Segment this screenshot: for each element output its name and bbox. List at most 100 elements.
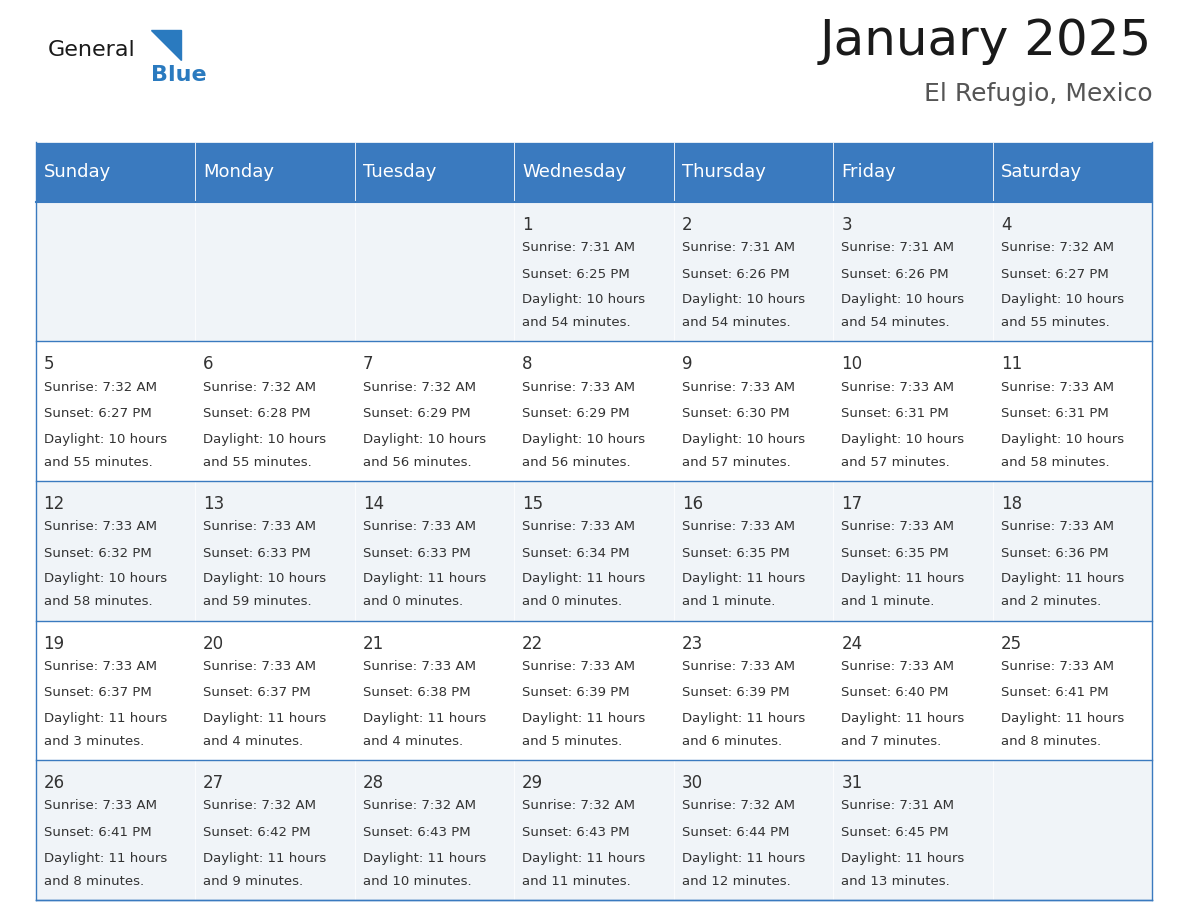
Text: Daylight: 11 hours: Daylight: 11 hours	[523, 852, 645, 865]
Text: Sunset: 6:32 PM: Sunset: 6:32 PM	[44, 546, 151, 560]
Text: 17: 17	[841, 495, 862, 513]
Text: Daylight: 11 hours: Daylight: 11 hours	[841, 852, 965, 865]
Text: and 11 minutes.: and 11 minutes.	[523, 875, 631, 888]
Bar	[993, 142, 1152, 202]
Bar	[195, 760, 355, 900]
Text: Sunrise: 7:33 AM: Sunrise: 7:33 AM	[682, 660, 795, 673]
Text: Sunset: 6:29 PM: Sunset: 6:29 PM	[523, 407, 630, 420]
Bar	[514, 621, 674, 760]
Text: Sunset: 6:27 PM: Sunset: 6:27 PM	[1000, 267, 1108, 281]
Text: and 56 minutes.: and 56 minutes.	[362, 456, 472, 469]
Text: Sunrise: 7:33 AM: Sunrise: 7:33 AM	[841, 660, 954, 673]
Text: Sunrise: 7:33 AM: Sunrise: 7:33 AM	[1000, 381, 1114, 394]
Text: Sunset: 6:30 PM: Sunset: 6:30 PM	[682, 407, 789, 420]
Text: and 54 minutes.: and 54 minutes.	[682, 317, 790, 330]
Text: and 13 minutes.: and 13 minutes.	[841, 875, 950, 888]
Text: Sunrise: 7:33 AM: Sunrise: 7:33 AM	[523, 660, 636, 673]
Text: and 4 minutes.: and 4 minutes.	[203, 735, 303, 748]
Text: 1: 1	[523, 216, 533, 234]
Text: Sunrise: 7:32 AM: Sunrise: 7:32 AM	[44, 381, 157, 394]
Text: Daylight: 10 hours: Daylight: 10 hours	[44, 433, 166, 446]
Text: Sunset: 6:26 PM: Sunset: 6:26 PM	[841, 267, 949, 281]
Text: Daylight: 10 hours: Daylight: 10 hours	[203, 433, 327, 446]
Text: and 4 minutes.: and 4 minutes.	[362, 735, 463, 748]
Bar	[36, 202, 195, 341]
Text: and 54 minutes.: and 54 minutes.	[841, 317, 950, 330]
Text: Sunset: 6:28 PM: Sunset: 6:28 PM	[203, 407, 311, 420]
Bar	[514, 481, 674, 621]
Text: Sunset: 6:45 PM: Sunset: 6:45 PM	[841, 825, 949, 839]
Text: Daylight: 10 hours: Daylight: 10 hours	[523, 433, 645, 446]
Text: and 9 minutes.: and 9 minutes.	[203, 875, 303, 888]
Text: Daylight: 10 hours: Daylight: 10 hours	[841, 294, 965, 307]
Text: Daylight: 11 hours: Daylight: 11 hours	[1000, 712, 1124, 725]
Text: Daylight: 10 hours: Daylight: 10 hours	[682, 433, 804, 446]
Text: and 54 minutes.: and 54 minutes.	[523, 317, 631, 330]
Bar	[36, 760, 195, 900]
Text: Daylight: 10 hours: Daylight: 10 hours	[203, 573, 327, 586]
Text: 29: 29	[523, 774, 543, 792]
Text: Sunset: 6:43 PM: Sunset: 6:43 PM	[362, 825, 470, 839]
Text: Daylight: 11 hours: Daylight: 11 hours	[523, 573, 645, 586]
Bar	[514, 760, 674, 900]
Text: January 2025: January 2025	[820, 17, 1152, 65]
Text: 30: 30	[682, 774, 703, 792]
Bar	[993, 341, 1152, 481]
Text: Sunset: 6:29 PM: Sunset: 6:29 PM	[362, 407, 470, 420]
Text: Sunrise: 7:33 AM: Sunrise: 7:33 AM	[44, 521, 157, 533]
Text: and 55 minutes.: and 55 minutes.	[203, 456, 312, 469]
Text: Sunrise: 7:32 AM: Sunrise: 7:32 AM	[362, 800, 475, 812]
Text: Sunset: 6:31 PM: Sunset: 6:31 PM	[1000, 407, 1108, 420]
Text: Sunset: 6:44 PM: Sunset: 6:44 PM	[682, 825, 789, 839]
Text: 26: 26	[44, 774, 64, 792]
Text: Sunrise: 7:33 AM: Sunrise: 7:33 AM	[1000, 660, 1114, 673]
Text: Daylight: 10 hours: Daylight: 10 hours	[841, 433, 965, 446]
Bar	[993, 481, 1152, 621]
Text: Sunset: 6:33 PM: Sunset: 6:33 PM	[203, 546, 311, 560]
Text: and 56 minutes.: and 56 minutes.	[523, 456, 631, 469]
Bar	[833, 760, 993, 900]
Text: Daylight: 11 hours: Daylight: 11 hours	[203, 712, 327, 725]
Text: 12: 12	[44, 495, 65, 513]
Text: Sunrise: 7:33 AM: Sunrise: 7:33 AM	[203, 660, 316, 673]
Text: Sunrise: 7:33 AM: Sunrise: 7:33 AM	[362, 660, 475, 673]
Text: and 10 minutes.: and 10 minutes.	[362, 875, 472, 888]
Text: 3: 3	[841, 216, 852, 234]
Text: Sunset: 6:35 PM: Sunset: 6:35 PM	[841, 546, 949, 560]
Text: 5: 5	[44, 355, 55, 374]
Text: Sunset: 6:41 PM: Sunset: 6:41 PM	[1000, 686, 1108, 700]
Text: 16: 16	[682, 495, 703, 513]
Text: and 1 minute.: and 1 minute.	[682, 596, 775, 609]
Text: Sunset: 6:39 PM: Sunset: 6:39 PM	[523, 686, 630, 700]
Text: Sunset: 6:37 PM: Sunset: 6:37 PM	[203, 686, 311, 700]
Text: Sunset: 6:31 PM: Sunset: 6:31 PM	[841, 407, 949, 420]
Text: 11: 11	[1000, 355, 1022, 374]
Text: Monday: Monday	[203, 163, 274, 181]
Text: Daylight: 11 hours: Daylight: 11 hours	[682, 712, 805, 725]
Text: 14: 14	[362, 495, 384, 513]
Text: Sunset: 6:40 PM: Sunset: 6:40 PM	[841, 686, 949, 700]
Bar	[195, 341, 355, 481]
Text: and 57 minutes.: and 57 minutes.	[841, 456, 950, 469]
Text: Thursday: Thursday	[682, 163, 765, 181]
Bar	[195, 481, 355, 621]
Bar	[195, 621, 355, 760]
Text: Sunrise: 7:33 AM: Sunrise: 7:33 AM	[682, 381, 795, 394]
Text: Daylight: 11 hours: Daylight: 11 hours	[682, 852, 805, 865]
Text: Daylight: 11 hours: Daylight: 11 hours	[362, 852, 486, 865]
Text: 2: 2	[682, 216, 693, 234]
Text: and 58 minutes.: and 58 minutes.	[44, 596, 152, 609]
Bar	[833, 621, 993, 760]
Text: Sunrise: 7:32 AM: Sunrise: 7:32 AM	[1000, 241, 1114, 254]
Text: 19: 19	[44, 634, 64, 653]
Bar	[993, 621, 1152, 760]
Bar	[833, 481, 993, 621]
Bar	[36, 142, 195, 202]
Bar	[355, 760, 514, 900]
Text: 21: 21	[362, 634, 384, 653]
Text: 4: 4	[1000, 216, 1011, 234]
Text: Daylight: 11 hours: Daylight: 11 hours	[44, 852, 166, 865]
Text: and 55 minutes.: and 55 minutes.	[1000, 317, 1110, 330]
Text: Sunrise: 7:32 AM: Sunrise: 7:32 AM	[682, 800, 795, 812]
Text: Daylight: 11 hours: Daylight: 11 hours	[362, 573, 486, 586]
